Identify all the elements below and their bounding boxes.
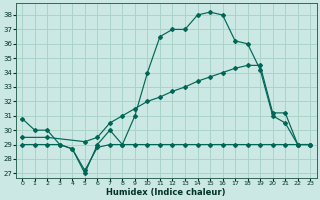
X-axis label: Humidex (Indice chaleur): Humidex (Indice chaleur) [107, 188, 226, 197]
